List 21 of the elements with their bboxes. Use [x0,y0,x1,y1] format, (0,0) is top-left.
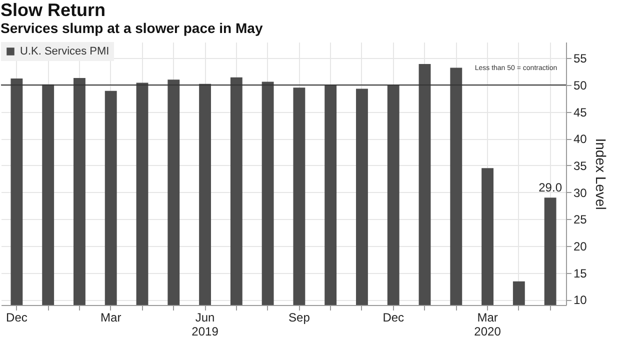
x-tick-label: Sep [288,310,310,324]
data-label: 29.0 [538,180,562,195]
chart-title: Slow Return [0,0,106,20]
x-tick-label: Jun 2019 [192,310,219,338]
y-tick-label: 50 [574,78,588,92]
y-tick-label: 45 [574,105,588,120]
y-axis-title: Index Level [592,138,609,210]
y-tick-label: 25 [574,212,588,227]
y-tick-label: 10 [574,293,588,308]
y-tick-label: 20 [574,239,588,254]
legend-label: U.K. Services PMI [20,46,110,58]
chart-subtitle: Services slump at a slower pace in May [0,20,263,36]
y-tick-label: 40 [574,132,588,146]
y-tick-label: 35 [574,158,588,173]
y-tick-label: 30 [574,186,588,200]
x-tick-label: Mar [100,310,122,324]
y-tick-label: 55 [574,52,588,66]
x-tick-label: Mar 2020 [474,310,502,338]
x-tick-label: Dec [382,310,404,324]
x-tick-label: Dec [6,310,28,324]
y-tick-label: 15 [574,266,588,280]
